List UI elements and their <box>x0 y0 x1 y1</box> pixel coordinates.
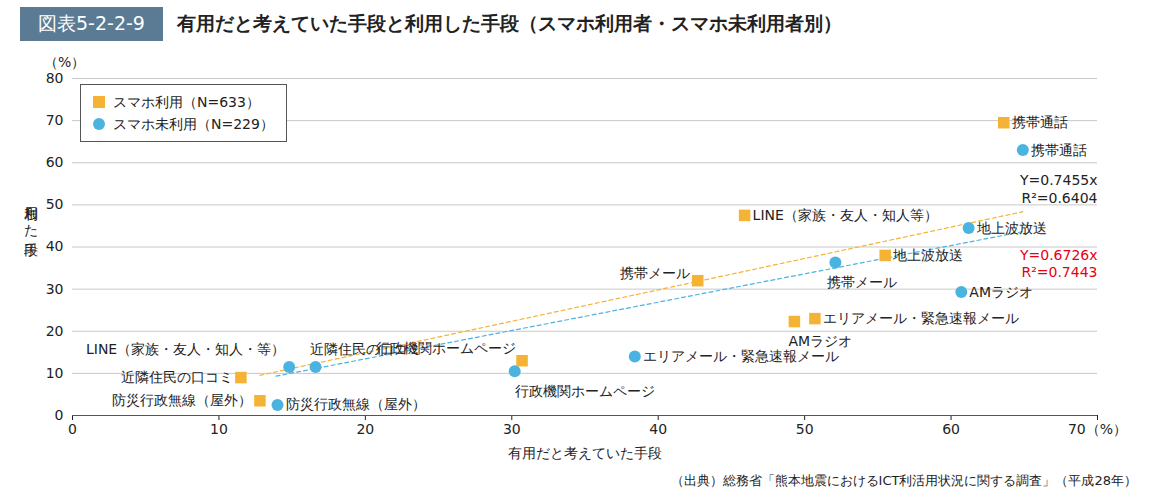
svg-text:LINE（家族・友人・知人・等）: LINE（家族・友人・知人・等） <box>86 341 285 357</box>
svg-text:70（%）: 70（%） <box>1068 421 1127 437</box>
svg-text:近隣住民の口コミ: 近隣住民の口コミ <box>310 341 422 357</box>
svg-text:60: 60 <box>942 421 960 437</box>
html-text:（出典）総務省「熊本地震におけるICT利活用状況に関する調査: （出典）総務省「熊本地震におけるICT利活用状況に関する調査」（平成28年） <box>670 473 1137 488</box>
svg-text:30: 30 <box>46 281 64 297</box>
svg-text:80: 80 <box>46 70 64 86</box>
svg-text:20: 20 <box>46 323 64 339</box>
svg-text:行政機関ホームページ: 行政機関ホームページ <box>515 383 655 399</box>
html-text:有用だと考えていた手段と利用した手段（スマホ利用者・スマホ未: 有用だと考えていた手段と利用した手段（スマホ利用者・スマホ未利用者別） <box>176 12 842 34</box>
svg-text:70: 70 <box>46 112 64 128</box>
html-text:利用した手段: 利用した手段 <box>23 195 39 233</box>
svg-text:50: 50 <box>46 196 64 212</box>
html-text:スマホ未利用（N=229）: スマホ未利用（N=229） <box>113 116 274 132</box>
svg-text:10: 10 <box>210 421 228 437</box>
svg-text:0: 0 <box>55 407 64 423</box>
svg-text:LINE（家族・友人・知人等）: LINE（家族・友人・知人等） <box>753 207 938 223</box>
html-text:スマホ利用（N=633）: スマホ利用（N=633） <box>113 94 260 110</box>
svg-text:50: 50 <box>796 421 814 437</box>
svg-text:エリアメール・緊急速報メール: エリアメール・緊急速報メール <box>823 310 1019 326</box>
svg-text:60: 60 <box>46 154 64 170</box>
svg-text:防災行政無線（屋外）: 防災行政無線（屋外） <box>286 396 426 412</box>
svg-text:AMラジオ: AMラジオ <box>969 284 1033 300</box>
svg-text:防災行政無線（屋外）: 防災行政無線（屋外） <box>112 392 252 408</box>
svg-text:近隣住民の口コミ: 近隣住民の口コミ <box>121 369 233 385</box>
svg-text:20: 20 <box>356 421 374 437</box>
svg-text:携帯通話: 携帯通話 <box>1031 142 1087 158</box>
svg-text:携帯メール: 携帯メール <box>827 274 897 290</box>
svg-text:エリアメール・緊急速報メール: エリアメール・緊急速報メール <box>643 348 839 364</box>
svg-text:40: 40 <box>46 238 64 254</box>
svg-text:10: 10 <box>46 365 64 381</box>
svg-text:Y=0.7455x: Y=0.7455x <box>1019 172 1098 188</box>
svg-text:地上波放送: 地上波放送 <box>976 220 1047 236</box>
svg-text:地上波放送: 地上波放送 <box>892 247 963 263</box>
svg-text:有用だと考えていた手段: 有用だと考えていた手段 <box>508 445 662 461</box>
svg-text:AMラジオ: AMラジオ <box>788 333 852 349</box>
svg-text:30: 30 <box>503 421 521 437</box>
svg-text:0: 0 <box>68 421 77 437</box>
svg-text:R²=0.6404: R²=0.6404 <box>1021 190 1097 206</box>
svg-text:Y=0.6726x: Y=0.6726x <box>1019 247 1098 263</box>
svg-text:携帯メール: 携帯メール <box>620 265 690 281</box>
svg-text:R²=0.7443: R²=0.7443 <box>1021 264 1097 280</box>
svg-text:40: 40 <box>649 421 667 437</box>
html-text:図表5-2-2-9: 図表5-2-2-9 <box>38 12 145 34</box>
svg-text:携帯通話: 携帯通話 <box>1012 114 1068 130</box>
svg-text:行政機関ホームページ: 行政機関ホームページ <box>376 340 516 357</box>
